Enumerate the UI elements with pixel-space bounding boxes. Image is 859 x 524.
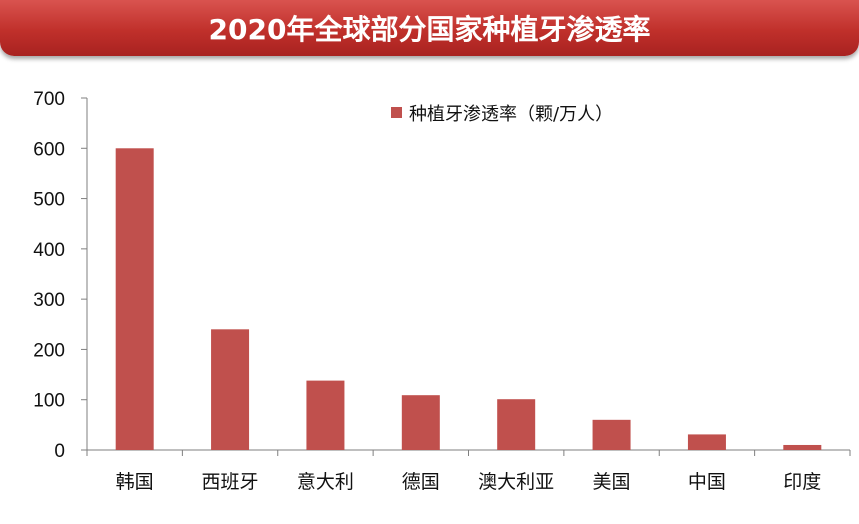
legend-swatch xyxy=(391,107,402,118)
bar xyxy=(783,444,822,450)
y-axis: 0 100 200 300 400 500 600 700 xyxy=(33,89,88,462)
x-tick-label: 韩国 xyxy=(116,471,154,493)
bar xyxy=(401,395,440,450)
x-tick-label: 德国 xyxy=(402,471,440,493)
bar xyxy=(306,380,345,450)
bar xyxy=(115,148,154,451)
bar xyxy=(211,329,250,450)
x-tick-label: 意大利 xyxy=(297,471,354,493)
x-tick-label: 中国 xyxy=(688,471,726,493)
y-tick-label: 100 xyxy=(33,391,65,412)
y-tick-label: 0 xyxy=(54,441,65,462)
bar xyxy=(687,434,726,450)
y-tick-label: 200 xyxy=(33,340,65,361)
x-tick-label: 西班牙 xyxy=(202,471,259,493)
chart-title: 2020年全球部分国家种植牙渗透率 xyxy=(208,13,651,46)
y-tick-label: 500 xyxy=(33,190,65,211)
y-tick-label: 600 xyxy=(33,139,65,160)
x-axis: 韩国 西班牙 意大利 德国 澳大利亚 美国 中国 印度 xyxy=(86,449,851,493)
legend: 种植牙渗透率（颗/万人） xyxy=(391,104,613,125)
y-tick-label: 300 xyxy=(33,290,65,311)
title-banner: 2020年全球部分国家种植牙渗透率 xyxy=(0,0,859,56)
bar xyxy=(592,419,631,450)
bars xyxy=(115,148,822,451)
x-tick-label: 澳大利亚 xyxy=(478,471,554,493)
x-tick-label: 美国 xyxy=(593,471,631,493)
y-tick-label: 700 xyxy=(33,89,65,110)
y-tick-label: 400 xyxy=(33,240,65,261)
bar xyxy=(497,399,536,450)
legend-label: 种植牙渗透率（颗/万人） xyxy=(409,104,613,125)
x-tick-label: 印度 xyxy=(783,471,821,493)
